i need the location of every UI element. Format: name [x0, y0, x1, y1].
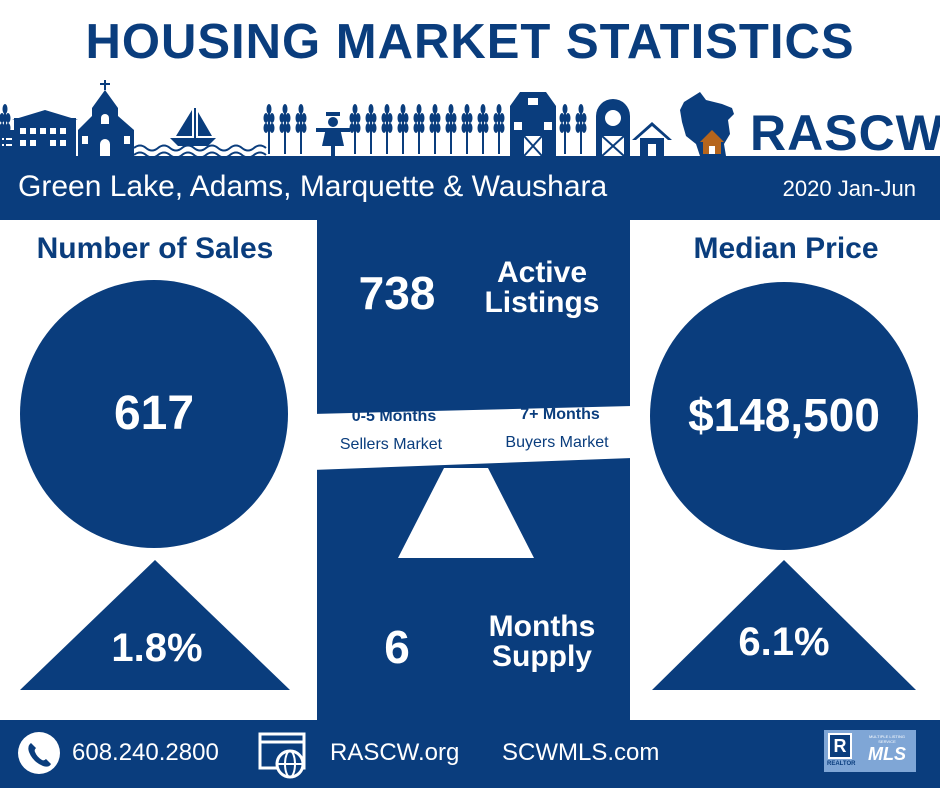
mls-caption: MULTIPLE LISTING SERVICE [869, 734, 905, 744]
sales-heading: Number of Sales [36, 232, 274, 265]
region-banner [0, 156, 940, 220]
wisconsin-map-icon [680, 92, 734, 156]
silo-icon [596, 99, 630, 157]
skyline-illustration [0, 80, 734, 158]
supply-label-line1: Months [488, 610, 596, 643]
sales-change: 1.8% [111, 626, 203, 670]
price-value: $148,500 [688, 389, 880, 441]
website-link-rascw[interactable]: RASCW.org [330, 739, 460, 766]
footer-bar [0, 720, 940, 788]
buyers-range: 7+ Months [520, 406, 600, 423]
price-heading: Median Price [693, 232, 879, 265]
sales-value: 617 [113, 387, 195, 440]
listings-label: Active Listings [462, 258, 622, 318]
sellers-label: Sellers Market [339, 436, 443, 453]
listings-value: 738 [358, 267, 436, 319]
scarecrow-icon [316, 112, 350, 156]
scale-fulcrum [398, 468, 534, 558]
realtor-mark: R [828, 733, 852, 759]
price-circle [650, 282, 918, 550]
wheat-icon [0, 104, 587, 154]
sales-change-up-icon [20, 560, 290, 690]
price-change-up-icon [652, 560, 916, 690]
region-title: Green Lake, Adams, Marquette & Waushara [18, 170, 608, 203]
listings-label-line2: Listings [484, 286, 600, 319]
sailboat-icon [170, 108, 216, 146]
listings-label-line1: Active [496, 256, 588, 289]
page-title: HOUSING MARKET STATISTICS [85, 15, 855, 69]
barn-icon [510, 92, 556, 157]
mls-badge: R REALTOR MULTIPLE LISTING SERVICE MLS [824, 730, 916, 772]
realtor-caption: REALTOR [827, 761, 856, 767]
mls-logo: MLS [868, 744, 906, 764]
price-change: 6.1% [738, 620, 830, 664]
church-icon [78, 80, 134, 156]
rascw-logo: RASCW [750, 105, 940, 161]
house-icon [632, 122, 672, 156]
supply-label: Months Supply [462, 612, 622, 672]
web-icon [258, 732, 306, 779]
scale-beam [312, 406, 632, 470]
phone-number[interactable]: 608.240.2800 [72, 739, 219, 766]
market-scale-graphic [312, 406, 632, 558]
period-label: 2020 Jan-Jun [782, 176, 916, 201]
supply-label-line2: Supply [491, 640, 592, 673]
buyers-label: Buyers Market [505, 434, 609, 451]
sellers-range: 0-5 Months [351, 408, 437, 425]
school-icon [0, 110, 78, 156]
phone-icon [18, 732, 60, 774]
sales-circle [20, 280, 288, 548]
website-link-scwmls[interactable]: SCWMLS.com [502, 739, 660, 766]
supply-value: 6 [384, 621, 410, 673]
